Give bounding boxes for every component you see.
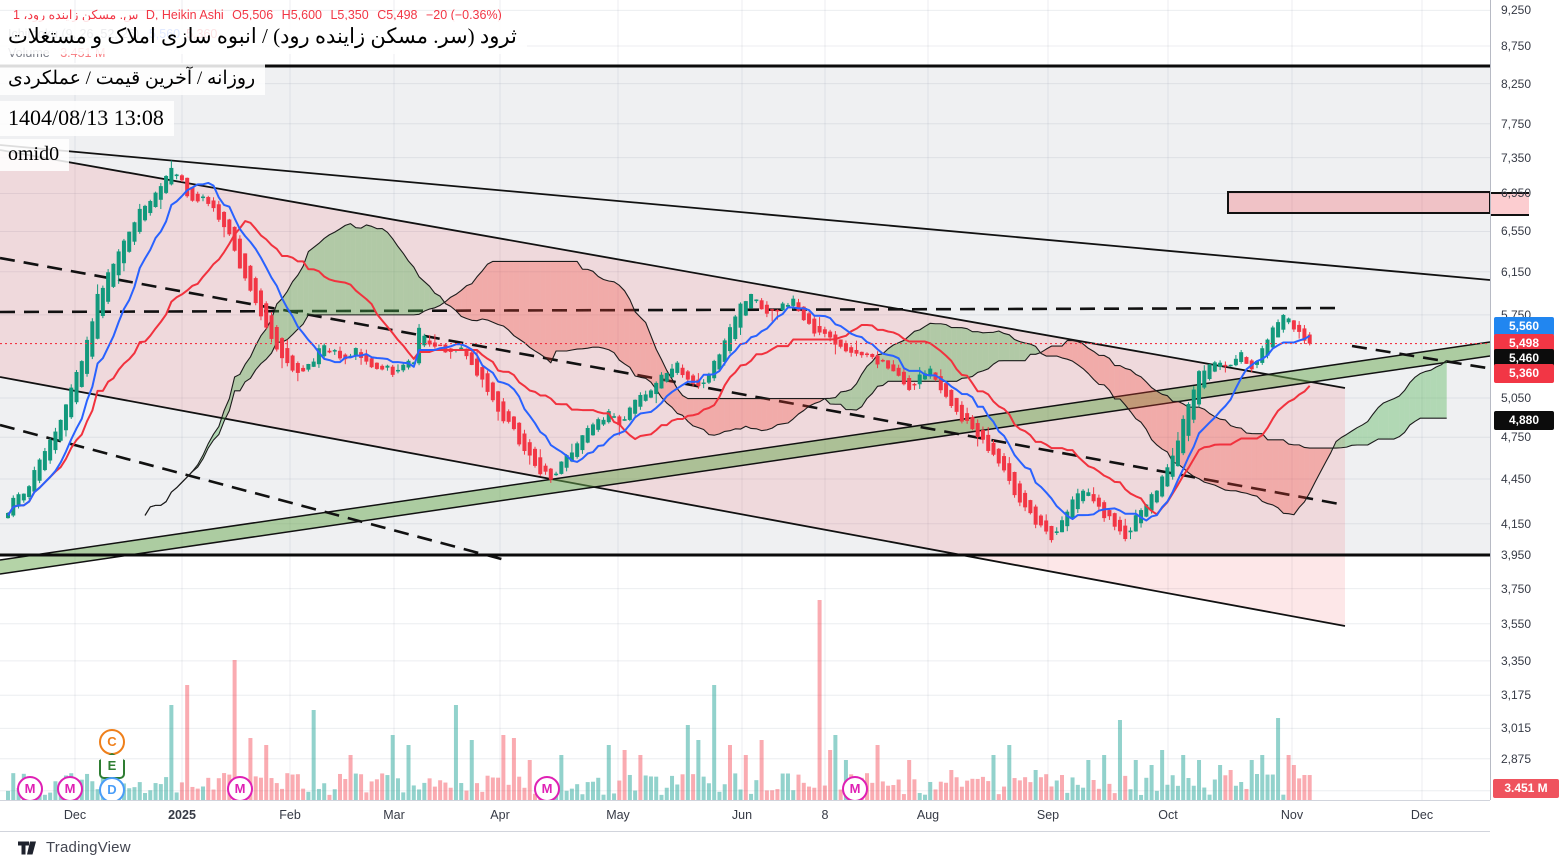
price-tick-label: 6,150 <box>1501 264 1532 279</box>
price-tick-label: 4,450 <box>1501 472 1532 486</box>
time-tick-label: Nov <box>1280 808 1304 822</box>
event-marker-m[interactable]: M <box>17 776 43 802</box>
symbol-legend-row[interactable]: س. مسکن زاینده رود، 1 D, Heikin Ashi O5,… <box>8 6 502 25</box>
time-tick-label: Aug <box>916 808 940 822</box>
time-tick-label: May <box>606 808 630 822</box>
time-axis[interactable]: Dec 2025 Feb Mar Apr May Jun 8 Aug Sep Oct Nov Dec <box>0 800 1490 832</box>
chart-note-title: ثرود (سر. مسکن زاینده رود) / انبوه سازی … <box>0 20 527 54</box>
price-tick-label: 6,950 <box>1501 186 1532 201</box>
chart-note-username: omid0 <box>0 139 70 171</box>
time-tick-label: Dec <box>63 808 87 822</box>
price-axis[interactable]: 9,250 8,750 8,250 7,750 7,350 6,950 6,550 6,150… <box>1490 0 1564 800</box>
chart-note-datetime: 1404/08/13 13:08 <box>0 101 174 136</box>
price-tick-label: 3,550 <box>1501 616 1532 631</box>
time-tick-label: 8 <box>821 808 829 822</box>
event-marker-m[interactable]: M <box>57 776 83 802</box>
price-badge: 5,498 <box>1494 334 1554 353</box>
change-value: −20 (−0.36%) <box>425 8 502 22</box>
price-tick-label: 4,750 <box>1501 430 1532 445</box>
event-marker-m[interactable]: M <box>227 776 253 802</box>
price-chart-canvas[interactable] <box>0 0 1490 830</box>
low-value: L5,350 <box>330 8 369 22</box>
price-tick-label: 2,875 <box>1501 751 1532 766</box>
price-tick-label: 6,550 <box>1501 224 1532 239</box>
close-value: C5,498 <box>377 8 418 22</box>
time-tick-label: 2025 <box>168 808 196 822</box>
time-tick-label: Apr <box>490 808 510 822</box>
high-value: H5,600 <box>281 8 322 22</box>
price-tick-label: 3,175 <box>1501 688 1532 703</box>
price-badge: 5,460 <box>1494 349 1554 368</box>
price-badge: 5,360 <box>1494 364 1554 383</box>
price-tick-label: 9,250 <box>1501 3 1532 18</box>
open-value: O5,506 <box>232 8 274 22</box>
pink-rectangle-axis-overlap <box>1491 192 1529 216</box>
price-badge: 5,560 <box>1494 317 1554 336</box>
price-badge: 3.451 M <box>1493 779 1559 798</box>
price-tick-label: 8,250 <box>1501 76 1532 91</box>
price-tick-label: 8,750 <box>1501 39 1532 53</box>
event-marker-m[interactable]: M <box>534 776 560 802</box>
price-tick-label: 7,750 <box>1501 116 1532 131</box>
price-tick-label: 3,750 <box>1501 581 1532 596</box>
time-tick-label: Oct <box>1158 808 1178 822</box>
price-tick-label: 3,015 <box>1501 721 1532 736</box>
time-tick-label: Mar <box>383 808 405 822</box>
event-marker-m[interactable]: M <box>842 776 868 802</box>
time-tick-label: Jun <box>731 808 753 822</box>
time-tick-label: Feb <box>279 808 301 822</box>
time-tick-label: Dec <box>1410 808 1434 822</box>
tradingview-logo-icon <box>18 841 36 854</box>
time-tick-label: Sep <box>1036 808 1060 822</box>
price-tick-label: 5,050 <box>1501 391 1532 405</box>
price-tick-label: 4,150 <box>1501 516 1532 531</box>
tradingview-logo[interactable]: TradingView <box>18 839 131 856</box>
price-badge: 4,880 <box>1494 411 1554 430</box>
price-tick-label: 3,350 <box>1501 653 1532 668</box>
tradingview-logo-text: TradingView <box>46 839 131 856</box>
price-tick-label: 3,950 <box>1501 548 1532 563</box>
symbol-name[interactable]: س. مسکن زاینده رود، 1 <box>13 8 139 22</box>
chart-note-subtitle: روزانه / آخرین قیمت / عملکردی <box>0 63 266 95</box>
event-marker-c[interactable]: C <box>99 729 125 755</box>
price-tick-label: 7,350 <box>1501 150 1532 165</box>
interval-style-label[interactable]: D, Heikin Ashi <box>145 8 224 22</box>
